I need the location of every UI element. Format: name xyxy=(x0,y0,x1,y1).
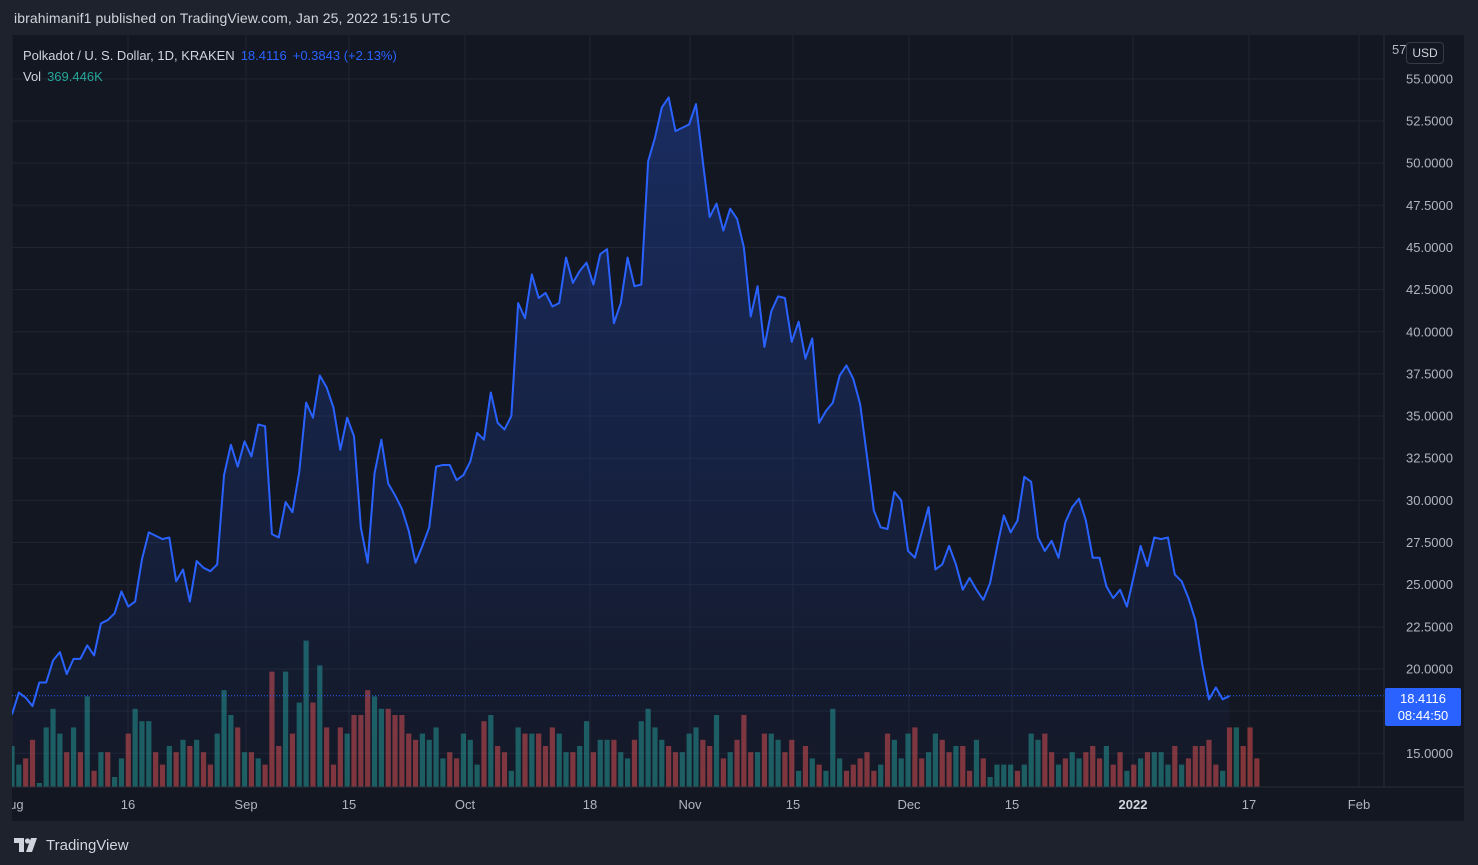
price-tick-label: 37.5000 xyxy=(1406,366,1453,381)
volume-bar xyxy=(1247,727,1253,787)
price-tick-label: 45.0000 xyxy=(1406,240,1453,255)
price-tick-label: 50.0000 xyxy=(1406,156,1453,171)
time-tick-label: Feb xyxy=(1348,797,1370,812)
legend-last-price: 18.4116 xyxy=(240,48,287,63)
time-tick-label: Nov xyxy=(678,797,702,812)
time-axis-labels: Aug 16 Sep 15 Oct 18 Nov 15 Dec 15 2022 17 Feb xyxy=(12,797,1370,812)
volume-label: Vol xyxy=(23,69,42,84)
time-tick-label: 15 xyxy=(342,797,356,812)
bar-countdown: 08:44:50 xyxy=(1397,708,1449,723)
price-axis-labels: 15.000017.500020.000022.500025.000027.50… xyxy=(1392,42,1453,761)
time-tick-label: 15 xyxy=(786,797,800,812)
tradingview-logo-icon xyxy=(14,838,37,852)
price-tick-label: 30.0000 xyxy=(1406,493,1453,508)
price-tick-label: 27.5000 xyxy=(1406,535,1453,550)
tradingview-logo[interactable]: TradingView xyxy=(14,835,129,855)
price-tick-label-partial: 57 xyxy=(1392,42,1406,57)
price-tick-label: 15.0000 xyxy=(1406,746,1453,761)
volume-bar xyxy=(1240,746,1246,787)
price-tick-label: 32.5000 xyxy=(1406,451,1453,466)
time-tick-label: Aug xyxy=(12,797,24,812)
last-price-value: 18.4116 xyxy=(1399,691,1447,706)
time-tick-label: 18 xyxy=(583,797,597,812)
price-line xyxy=(12,96,1230,715)
chart-legend: Polkadot / U. S. Dollar, 1D, KRAKEN 18.41… xyxy=(23,45,397,87)
price-tick-label: 22.5000 xyxy=(1406,619,1453,634)
time-tick-label: Oct xyxy=(455,797,476,812)
price-tick-label: 55.0000 xyxy=(1406,71,1453,86)
time-tick-label: Sep xyxy=(234,797,257,812)
time-tick-label: 16 xyxy=(121,797,135,812)
symbol-description: Polkadot / U. S. Dollar, 1D, KRAKEN xyxy=(23,48,235,63)
volume-value: 369.446K xyxy=(47,69,103,84)
price-tick-label: 52.5000 xyxy=(1406,113,1453,128)
time-tick-label: 17 xyxy=(1242,797,1256,812)
time-tick-label: 2022 xyxy=(1119,797,1148,812)
time-tick-label: Dec xyxy=(897,797,921,812)
last-price-tag: 18.4116 08:44:50 xyxy=(1385,688,1461,726)
volume-bar xyxy=(1233,727,1239,787)
price-tick-label: 42.5000 xyxy=(1406,282,1453,297)
price-area-fill xyxy=(12,97,1230,787)
publisher-header: ibrahimanif1 published on TradingView.co… xyxy=(14,10,451,26)
price-tick-label: 25.0000 xyxy=(1406,577,1453,592)
price-tick-label: 47.5000 xyxy=(1406,198,1453,213)
tradingview-brand: TradingView xyxy=(46,836,129,854)
price-tick-label: 20.0000 xyxy=(1406,661,1453,676)
volume-bar xyxy=(1254,758,1260,787)
legend-change: +0.3843 (+2.13%) xyxy=(292,48,397,63)
price-chart[interactable]: 15.000017.500020.000022.500025.000027.50… xyxy=(12,35,1464,821)
price-tick-label: 40.0000 xyxy=(1406,324,1453,339)
currency-selector[interactable]: USD xyxy=(1406,42,1444,64)
price-tick-label: 35.0000 xyxy=(1406,409,1453,424)
chart-panel[interactable]: 15.000017.500020.000022.500025.000027.50… xyxy=(12,35,1464,821)
time-tick-label: 15 xyxy=(1005,797,1019,812)
